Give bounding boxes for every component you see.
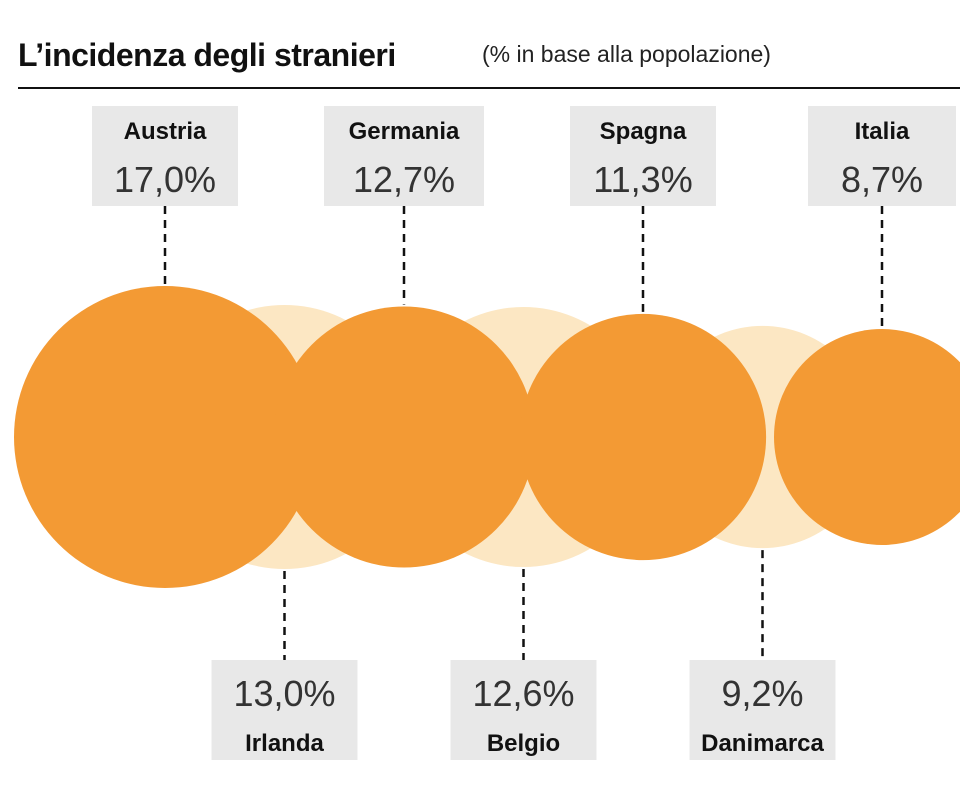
value-label: 13,0% [233, 673, 335, 714]
label-spagna: Spagna 11,3% [570, 106, 716, 206]
value-label: 17,0% [114, 159, 216, 200]
label-box [570, 106, 716, 206]
leader-lines [163, 206, 884, 660]
bubble-germania [273, 306, 535, 568]
label-danimarca: 9,2% Danimarca [689, 660, 836, 760]
label-austria: Austria 17,0% [92, 106, 238, 206]
label-italia: Italia 8,7% [808, 106, 956, 206]
country-name: Spagna [600, 118, 687, 145]
label-belgio: 12,6% Belgio [450, 660, 597, 760]
label-box [211, 660, 358, 760]
value-label: 8,7% [841, 159, 923, 200]
labels: Austria 17,0% 13,0% Irlanda Germania 12,7% 12,… [92, 106, 956, 760]
country-name: Belgio [487, 730, 560, 757]
value-label: 9,2% [721, 673, 803, 714]
bubble-italia [774, 329, 960, 545]
label-irlanda: 13,0% Irlanda [211, 660, 358, 760]
country-name: Irlanda [245, 730, 324, 757]
label-box [92, 106, 238, 206]
label-box [450, 660, 597, 760]
chart-subtitle: (% in base alla popolazione) [482, 41, 771, 67]
chart-title: L’incidenza degli stranieri [18, 37, 396, 73]
bubble-austria [14, 286, 316, 588]
bubbles [14, 286, 960, 588]
country-name: Danimarca [701, 730, 824, 757]
value-label: 12,7% [353, 159, 455, 200]
country-name: Italia [855, 118, 910, 145]
country-name: Germania [349, 118, 460, 145]
label-box [689, 660, 836, 760]
label-box [324, 106, 484, 206]
label-box [808, 106, 956, 206]
value-label: 12,6% [472, 673, 574, 714]
bubble-spagna [519, 313, 767, 561]
label-germania: Germania 12,7% [324, 106, 484, 206]
country-name: Austria [124, 118, 207, 145]
value-label: 11,3% [593, 159, 692, 200]
